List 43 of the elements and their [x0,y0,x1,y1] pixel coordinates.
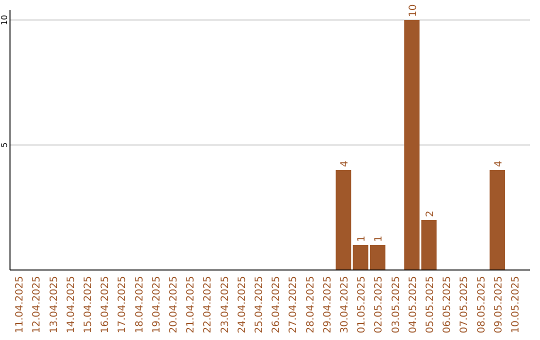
x-tick-label: 01.05.2025 [356,276,368,334]
x-tick-label: 27.04.2025 [288,276,300,334]
x-tick-label: 02.05.2025 [374,276,385,334]
x-tick-label: 10.05.2025 [510,276,522,334]
bar [352,245,368,270]
bar [370,245,386,270]
x-tick-label: 25.04.2025 [254,276,265,334]
data-label: 4 [493,160,504,167]
x-tick-label: 21.04.2025 [186,276,197,334]
x-tick-label: 17.04.2025 [117,276,128,334]
data-label: 1 [356,236,368,242]
data-label: 4 [339,160,350,167]
x-tick-label: 18.04.2025 [134,276,146,334]
data-label: 10 [408,4,419,17]
x-tick-label: 13.04.2025 [48,276,60,334]
bar [336,170,352,270]
x-tick-label: 24.04.2025 [236,276,248,334]
bar [490,170,506,270]
x-tick-label: 19.04.2025 [151,276,162,334]
x-tick-label: 26.04.2025 [271,276,282,334]
data-label: 1 [374,236,385,242]
x-tick-label: 12.04.2025 [32,276,43,334]
x-tick-label: 08.05.2025 [476,276,488,334]
x-tick-label: 06.05.2025 [442,276,454,334]
x-tick-label: 07.05.2025 [459,276,470,334]
y-tick-label: 5 [0,142,9,148]
x-tick-label: 11.04.2025 [14,276,26,334]
x-tick-label: 14.04.2025 [66,276,77,334]
x-tick-label: 03.05.2025 [390,276,402,334]
bar [404,20,420,270]
bar [421,220,437,270]
x-tick-label: 23.04.2025 [220,276,231,334]
x-tick-label: 15.04.2025 [82,276,94,334]
x-tick-label: 20.04.2025 [168,276,180,334]
x-tick-label: 04.05.2025 [408,276,419,334]
x-tick-label: 28.04.2025 [305,276,316,334]
data-label: 2 [424,210,436,217]
x-tick-label: 16.04.2025 [100,276,112,334]
x-tick-label: 22.04.2025 [202,276,214,334]
x-tick-label: 05.05.2025 [424,276,436,334]
x-tick-label: 09.05.2025 [493,276,504,334]
x-tick-label: 30.04.2025 [339,276,350,334]
x-tick-label: 29.04.2025 [322,276,334,334]
